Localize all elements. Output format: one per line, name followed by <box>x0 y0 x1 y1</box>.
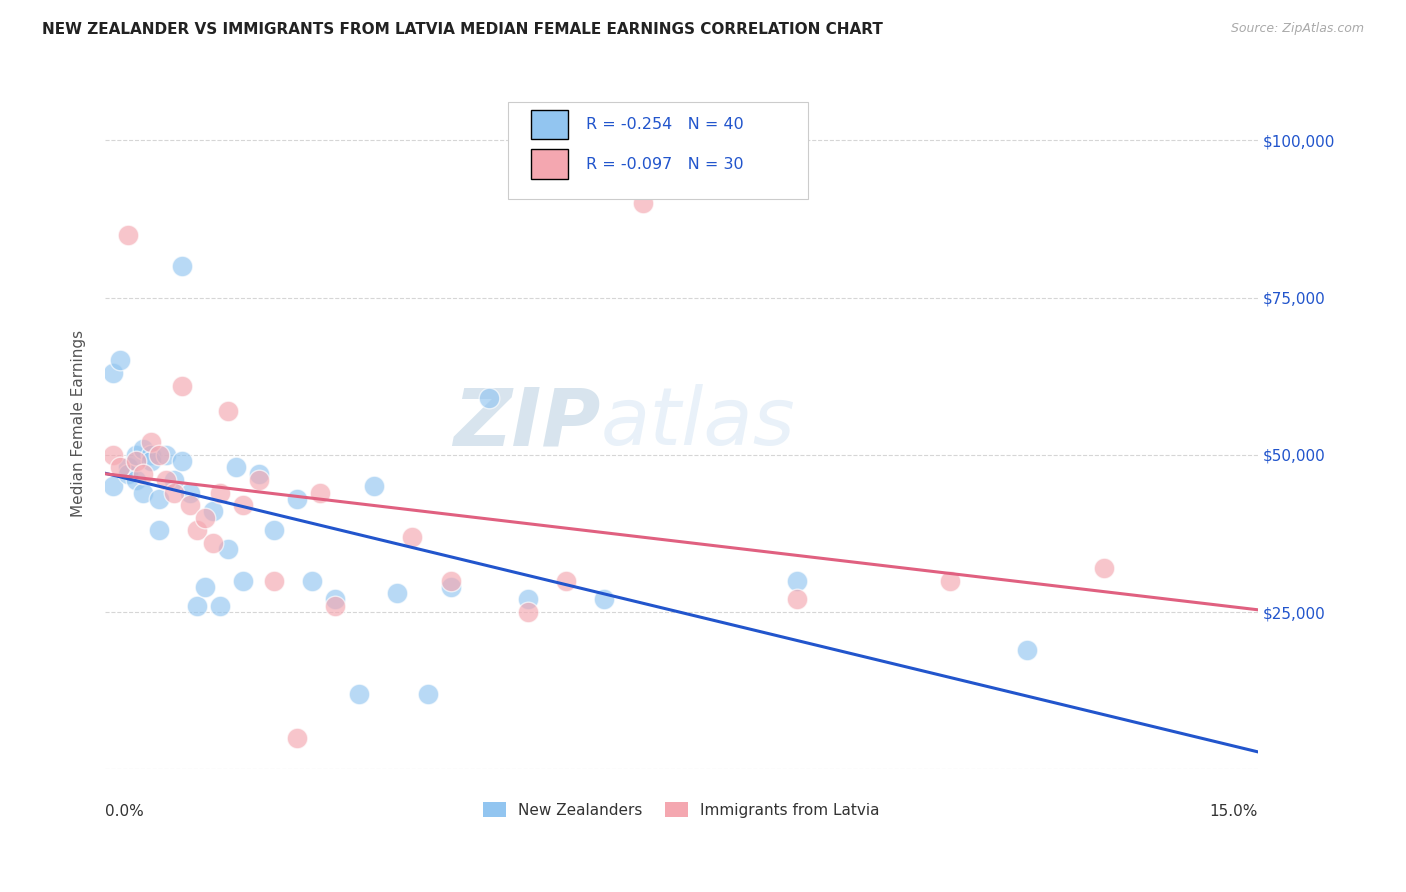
Point <box>1092 561 1115 575</box>
Point <box>217 404 239 418</box>
Legend: New Zealanders, Immigrants from Latvia: New Zealanders, Immigrants from Latvia <box>477 796 886 824</box>
Point <box>516 592 538 607</box>
Point <box>209 599 232 613</box>
Point <box>139 448 162 462</box>
Point <box>170 378 193 392</box>
Point <box>101 479 124 493</box>
Point <box>179 485 201 500</box>
Point <box>101 366 124 380</box>
Text: ZIP: ZIP <box>453 384 600 462</box>
Point <box>148 524 170 538</box>
Point <box>139 435 162 450</box>
Point <box>117 227 139 242</box>
Point <box>232 574 254 588</box>
Point <box>593 592 616 607</box>
Point <box>416 687 439 701</box>
Point <box>478 391 501 405</box>
Point <box>110 353 132 368</box>
Point <box>247 467 270 481</box>
Point <box>209 485 232 500</box>
Point <box>155 448 177 462</box>
Text: 15.0%: 15.0% <box>1209 804 1257 819</box>
Point <box>263 574 285 588</box>
Point <box>786 574 808 588</box>
Point <box>1015 642 1038 657</box>
Point <box>117 460 139 475</box>
FancyBboxPatch shape <box>531 149 568 179</box>
Point <box>401 530 423 544</box>
Point <box>516 605 538 619</box>
Text: 0.0%: 0.0% <box>105 804 143 819</box>
Point <box>440 580 463 594</box>
Point <box>285 491 308 506</box>
Point <box>117 467 139 481</box>
Point <box>263 524 285 538</box>
Point <box>440 574 463 588</box>
Point <box>186 599 208 613</box>
Point <box>285 731 308 745</box>
Point <box>170 454 193 468</box>
Point <box>225 460 247 475</box>
Point <box>347 687 370 701</box>
Point <box>385 586 408 600</box>
Point <box>132 485 155 500</box>
Point <box>139 454 162 468</box>
Point <box>148 448 170 462</box>
Point <box>363 479 385 493</box>
Point <box>125 473 148 487</box>
Point <box>201 536 224 550</box>
Point <box>217 542 239 557</box>
Text: Source: ZipAtlas.com: Source: ZipAtlas.com <box>1230 22 1364 36</box>
Point <box>325 592 347 607</box>
Point <box>125 454 148 468</box>
Text: NEW ZEALANDER VS IMMIGRANTS FROM LATVIA MEDIAN FEMALE EARNINGS CORRELATION CHART: NEW ZEALANDER VS IMMIGRANTS FROM LATVIA … <box>42 22 883 37</box>
Point <box>132 467 155 481</box>
Y-axis label: Median Female Earnings: Median Female Earnings <box>72 330 86 517</box>
Point <box>163 473 186 487</box>
Point <box>155 473 177 487</box>
Point <box>110 460 132 475</box>
Point <box>325 599 347 613</box>
Point <box>148 491 170 506</box>
Point <box>786 592 808 607</box>
Point <box>309 485 332 500</box>
Text: R = -0.097   N = 30: R = -0.097 N = 30 <box>585 156 744 171</box>
Point <box>201 504 224 518</box>
Point <box>132 442 155 456</box>
Point <box>101 448 124 462</box>
Point <box>194 580 217 594</box>
Text: atlas: atlas <box>600 384 796 462</box>
Point <box>301 574 323 588</box>
Point <box>247 473 270 487</box>
Point <box>631 196 654 211</box>
Point <box>170 259 193 273</box>
Point <box>179 498 201 512</box>
Point <box>186 524 208 538</box>
Point <box>232 498 254 512</box>
Point <box>125 448 148 462</box>
FancyBboxPatch shape <box>531 110 568 139</box>
Point <box>555 574 578 588</box>
Point <box>163 485 186 500</box>
Text: R = -0.254   N = 40: R = -0.254 N = 40 <box>585 117 744 132</box>
Point <box>939 574 962 588</box>
Point <box>194 510 217 524</box>
FancyBboxPatch shape <box>509 102 808 199</box>
